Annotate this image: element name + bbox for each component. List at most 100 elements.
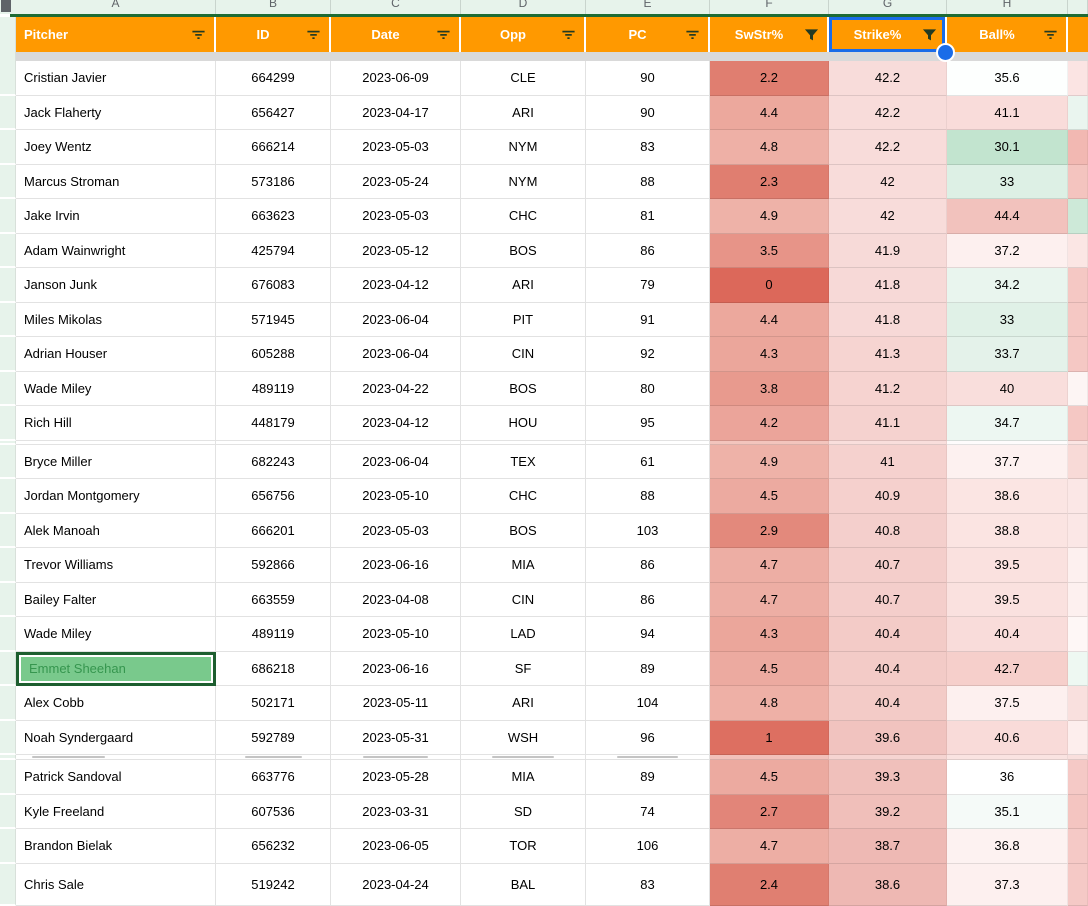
cell-pc[interactable]: 88 xyxy=(586,479,710,514)
filter-lines-icon[interactable] xyxy=(685,27,700,42)
cell-id[interactable]: 573186 xyxy=(216,164,331,199)
cell-strike[interactable]: 42 xyxy=(829,164,947,199)
cell-date[interactable]: 2023-06-09 xyxy=(331,61,461,96)
cell-swstr[interactable] xyxy=(710,755,829,760)
column-letter-h[interactable]: H xyxy=(947,0,1068,14)
cell-opp[interactable]: NYM xyxy=(461,130,586,165)
cell-id[interactable]: 656232 xyxy=(216,829,331,864)
cell-strike[interactable]: 41 xyxy=(829,444,947,479)
cell-pitcher[interactable]: Brandon Bielak xyxy=(16,829,216,864)
filter-lines-icon[interactable] xyxy=(561,27,576,42)
cell-extra[interactable] xyxy=(1068,268,1088,303)
cell-pc[interactable]: 86 xyxy=(586,548,710,583)
cell-swstr[interactable]: 4.9 xyxy=(710,444,829,479)
column-letter-b[interactable]: B xyxy=(216,0,331,14)
cell-opp[interactable]: ARI xyxy=(461,686,586,721)
cell-extra[interactable] xyxy=(1068,479,1088,514)
cell-date[interactable] xyxy=(331,755,461,760)
cell-date[interactable]: 2023-05-03 xyxy=(331,130,461,165)
cell-id[interactable]: 448179 xyxy=(216,406,331,441)
row-gutter[interactable] xyxy=(0,651,16,686)
cell-date[interactable]: 2023-05-28 xyxy=(331,760,461,795)
cell-strike[interactable]: 40.7 xyxy=(829,548,947,583)
filter-funnel-icon[interactable] xyxy=(804,27,819,42)
cell-extra[interactable] xyxy=(1068,617,1088,652)
cell-extra[interactable] xyxy=(1068,829,1088,864)
cell-pitcher[interactable]: Bryce Miller xyxy=(16,444,216,479)
cell-swstr[interactable]: 2.2 xyxy=(710,61,829,96)
cell-strike[interactable]: 38.7 xyxy=(829,829,947,864)
cell-strike[interactable]: 40.8 xyxy=(829,513,947,548)
cell-date[interactable]: 2023-04-17 xyxy=(331,95,461,130)
cell-extra[interactable] xyxy=(1068,444,1088,479)
row-gutter[interactable] xyxy=(0,371,16,406)
cell-date[interactable]: 2023-05-24 xyxy=(331,164,461,199)
cell-pc[interactable]: 83 xyxy=(586,863,710,906)
row-gutter[interactable] xyxy=(0,130,16,165)
cell-date[interactable] xyxy=(331,440,461,445)
cell-strike[interactable]: 40.9 xyxy=(829,479,947,514)
cell-id[interactable] xyxy=(216,755,331,760)
cell-date[interactable]: 2023-05-11 xyxy=(331,686,461,721)
cell-ball[interactable]: 33 xyxy=(947,164,1068,199)
cell-strike[interactable]: 41.8 xyxy=(829,302,947,337)
cell-pitcher[interactable]: Miles Mikolas xyxy=(16,302,216,337)
row-gutter[interactable] xyxy=(0,95,16,130)
cell-ball[interactable]: 40.4 xyxy=(947,617,1068,652)
cell-pc[interactable]: 103 xyxy=(586,513,710,548)
cell-extra[interactable] xyxy=(1068,199,1088,234)
row-gutter[interactable] xyxy=(0,829,16,864)
cell-pitcher[interactable]: Noah Syndergaard xyxy=(16,720,216,755)
cell-swstr[interactable]: 4.4 xyxy=(710,95,829,130)
row-gutter[interactable] xyxy=(0,337,16,372)
cell-strike[interactable]: 40.4 xyxy=(829,651,947,686)
cell-date[interactable]: 2023-04-12 xyxy=(331,268,461,303)
column-letter-e[interactable]: E xyxy=(586,0,710,14)
cell-pc[interactable]: 80 xyxy=(586,371,710,406)
cell-pitcher[interactable]: Joey Wentz xyxy=(16,130,216,165)
cell-opp[interactable]: NYM xyxy=(461,164,586,199)
cell-pitcher[interactable] xyxy=(16,440,216,445)
cell-ball[interactable]: 42.7 xyxy=(947,651,1068,686)
row-gutter[interactable] xyxy=(0,444,16,479)
header-cell-strike[interactable]: Strike% xyxy=(829,17,955,62)
row-gutter[interactable] xyxy=(0,760,16,795)
cell-extra[interactable] xyxy=(1068,95,1088,130)
cell-date[interactable]: 2023-03-31 xyxy=(331,794,461,829)
row-gutter[interactable] xyxy=(0,686,16,721)
cell-strike[interactable]: 42 xyxy=(829,199,947,234)
row-gutter[interactable] xyxy=(0,513,16,548)
cell-swstr[interactable]: 2.4 xyxy=(710,863,829,906)
row-gutter[interactable] xyxy=(0,863,16,906)
cell-date[interactable]: 2023-05-31 xyxy=(331,720,461,755)
cell-ball[interactable]: 33.7 xyxy=(947,337,1068,372)
cell-pitcher[interactable]: Adam Wainwright xyxy=(16,233,216,268)
cell-id[interactable]: 686218 xyxy=(216,651,331,686)
cell-id[interactable]: 592789 xyxy=(216,720,331,755)
cell-pc[interactable]: 106 xyxy=(586,829,710,864)
cell-opp[interactable]: WSH xyxy=(461,720,586,755)
cell-ball[interactable]: 41.1 xyxy=(947,95,1068,130)
cell-pc[interactable]: 95 xyxy=(586,406,710,441)
cell-ball[interactable] xyxy=(947,440,1068,445)
filter-lines-icon[interactable] xyxy=(306,27,321,42)
cell-pitcher[interactable]: Jake Irvin xyxy=(16,199,216,234)
cell-pc[interactable]: 88 xyxy=(586,164,710,199)
cell-pc[interactable] xyxy=(586,440,710,445)
cell-date[interactable]: 2023-05-10 xyxy=(331,617,461,652)
filter-funnel-icon[interactable] xyxy=(922,27,937,42)
cell-pitcher[interactable] xyxy=(16,755,216,760)
cell-swstr[interactable]: 4.8 xyxy=(710,130,829,165)
cell-opp[interactable]: LAD xyxy=(461,617,586,652)
cell-pc[interactable]: 74 xyxy=(586,794,710,829)
cell-ball[interactable]: 39.5 xyxy=(947,582,1068,617)
cell-strike[interactable]: 41.2 xyxy=(829,371,947,406)
cell-date[interactable]: 2023-05-10 xyxy=(331,479,461,514)
cell-strike[interactable]: 42.2 xyxy=(829,61,947,96)
cell-pitcher[interactable]: Chris Sale xyxy=(16,863,216,906)
cell-opp[interactable]: CIN xyxy=(461,337,586,372)
cell-date[interactable]: 2023-04-24 xyxy=(331,863,461,906)
cell-id[interactable]: 607536 xyxy=(216,794,331,829)
cell-id[interactable]: 605288 xyxy=(216,337,331,372)
cell-pitcher[interactable]: Cristian Javier xyxy=(16,61,216,96)
